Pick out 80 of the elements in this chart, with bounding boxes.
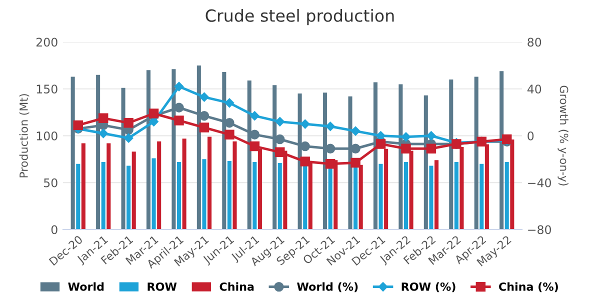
bar [157,141,162,230]
point [124,133,134,143]
bar [208,136,212,230]
point [174,82,184,92]
point [376,139,386,149]
point [275,117,285,126]
legend-label: World (%) [297,282,358,292]
point [350,144,360,154]
y-tick-label: 0 [51,225,58,234]
bar [480,164,484,230]
bar [474,76,478,230]
y2-tick-label: 0 [528,131,534,140]
bar [278,162,282,230]
point [325,159,336,169]
point [200,92,209,102]
bar [101,162,106,230]
y2-tick-label: −40 [528,178,551,188]
point [300,141,310,152]
chart-title: Crude steel production [206,9,394,26]
legend-label: ROW (%) [402,282,456,292]
bar [126,166,131,230]
bar [232,141,237,230]
point [149,117,158,126]
point [426,144,436,154]
point [250,130,260,140]
point [300,156,310,166]
bar [404,162,408,230]
point [300,119,310,129]
point [376,131,386,140]
y2-tick-label: 80 [528,38,542,47]
point [350,126,360,136]
bar [76,164,80,230]
bar [354,166,358,230]
point [224,130,234,140]
legend-label: ROW [148,282,177,291]
bar [434,160,439,230]
bar [504,162,509,230]
point [98,113,108,124]
point [275,134,285,144]
y2-tick-label: 40 [527,84,542,94]
bar [176,162,182,230]
point [275,147,285,158]
y-tick-label: 200 [36,38,58,47]
bar [378,164,383,230]
y-tick-label: 100 [36,131,58,140]
y-axis-title: Production (Mt) [19,94,30,178]
point [426,131,436,140]
point [73,120,83,130]
bar [152,158,156,230]
bar [182,138,186,230]
legend-label: China (%) [499,282,558,292]
y2-axis-title: Growth (% y-on-y) [558,86,568,186]
legend-label: China [220,282,254,291]
point [148,108,159,118]
point [124,118,134,128]
point [174,116,184,126]
legend-label: World [68,282,104,291]
bar [454,162,458,230]
point [401,132,411,142]
bar [106,143,111,230]
point [224,118,234,128]
bar [81,143,86,230]
point [174,102,184,112]
y-tick-label: 150 [36,84,58,94]
bar [202,159,206,230]
point [326,122,335,131]
point [199,122,210,132]
point [401,144,411,154]
point [98,128,108,138]
point [350,158,360,168]
y-tick-label: 50 [44,178,58,188]
bar [132,152,136,230]
point [224,98,234,108]
point [250,111,260,120]
point [250,141,260,152]
point [199,110,210,121]
bar [227,161,232,230]
bar [252,162,257,230]
y2-tick-label: −80 [528,225,551,234]
bar [429,166,434,230]
